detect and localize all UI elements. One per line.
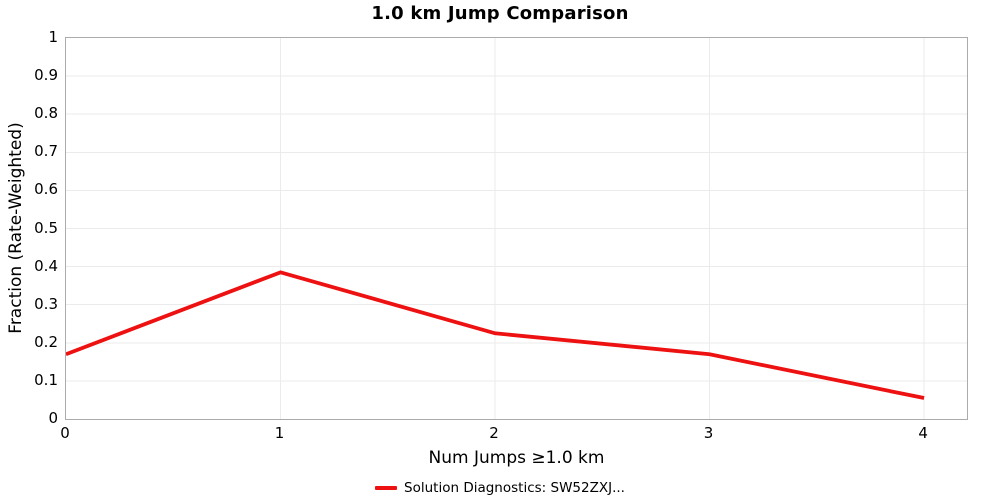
y-tick-label: 0.1 (34, 370, 58, 389)
x-tick-label: 1 (274, 424, 285, 442)
y-tick-label: 0.4 (34, 256, 58, 275)
x-tick-label: 2 (489, 424, 499, 442)
chart-title: 1.0 km Jump Comparison (371, 3, 629, 24)
plot-svg (66, 38, 967, 419)
y-tick-label: 0 (48, 409, 58, 427)
y-tick-label: 0.2 (34, 332, 58, 351)
y-tick-label: 0.8 (34, 104, 58, 123)
y-tick-label: 0.6 (34, 180, 58, 199)
plot-area (65, 37, 968, 420)
legend: Solution Diagnostics: SW52ZXJ... (0, 480, 1000, 496)
x-axis-label: Num Jumps ≥1.0 km (428, 448, 605, 468)
x-tick-label: 4 (918, 424, 928, 442)
y-tick-label: 0.5 (34, 218, 58, 237)
legend-line-swatch (375, 486, 398, 490)
y-tick-label: 0.9 (34, 66, 58, 85)
y-tick-label: 0.3 (34, 294, 58, 313)
x-tick-label: 0 (60, 424, 70, 442)
x-tick-label: 3 (703, 424, 714, 442)
y-tick-label: 1 (48, 28, 58, 46)
legend-label: Solution Diagnostics: SW52ZXJ... (404, 480, 625, 496)
y-tick-label: 0.7 (34, 142, 58, 161)
